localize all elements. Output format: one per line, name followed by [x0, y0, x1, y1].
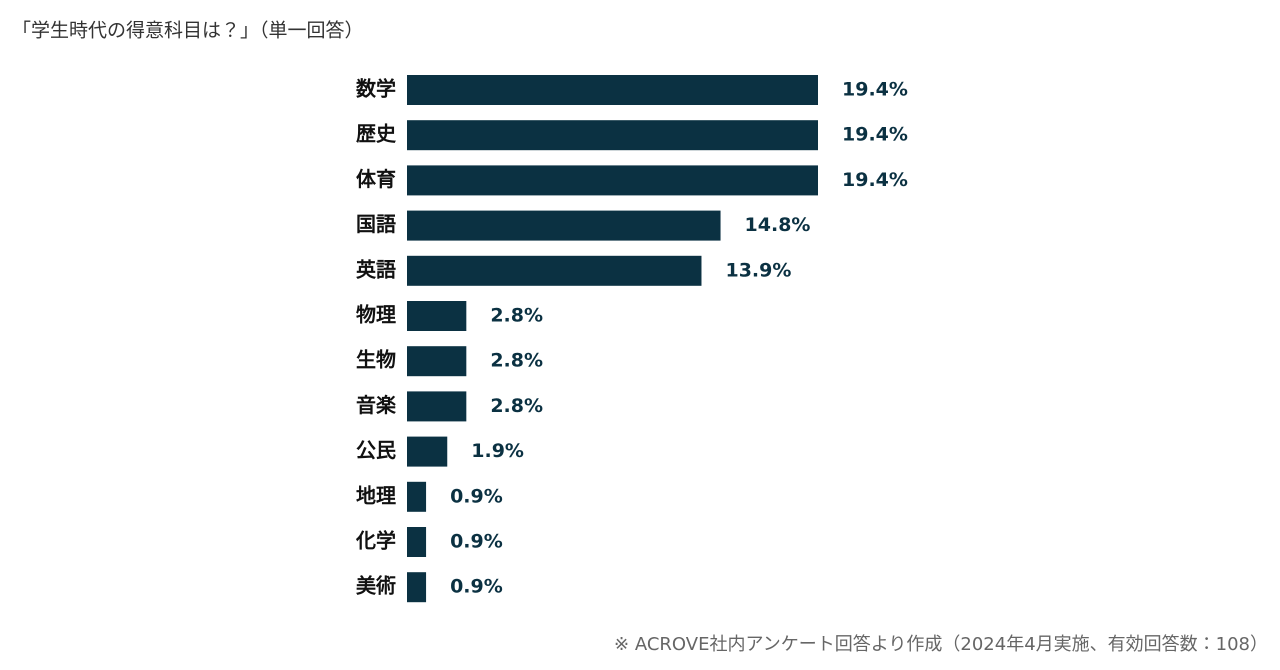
- bar: [407, 120, 818, 151]
- category-label: 国語: [356, 212, 396, 236]
- footnote: ※ ACROVE社内アンケート回答より作成（2024年4月実施、有効回答数：10…: [614, 634, 1268, 655]
- category-label: 生物: [356, 348, 396, 372]
- bar: [407, 481, 427, 512]
- category-label: 体育: [356, 167, 396, 191]
- value-label: 14.8%: [745, 214, 811, 236]
- bar: [407, 165, 818, 196]
- value-label: 0.9%: [450, 485, 503, 507]
- value-label: 13.9%: [725, 259, 791, 281]
- chart-title: 「学生時代の得意科目は？」（単一回答）: [12, 20, 364, 42]
- category-label: 公民: [356, 438, 396, 462]
- category-label: 美術: [356, 574, 396, 598]
- bar: [407, 210, 721, 241]
- value-label: 2.8%: [490, 395, 543, 417]
- bar: [407, 75, 818, 105]
- bar: [407, 572, 427, 603]
- value-label: 2.8%: [490, 350, 543, 372]
- category-label: 化学: [355, 529, 396, 553]
- bar: [407, 436, 448, 467]
- category-label: 音楽: [356, 393, 397, 417]
- value-label: 19.4%: [842, 79, 908, 101]
- category-label: 地理: [356, 483, 396, 507]
- value-label: 2.8%: [490, 305, 543, 327]
- value-label: 19.4%: [842, 169, 908, 191]
- category-label: 数学: [356, 77, 396, 101]
- value-label: 1.9%: [471, 440, 524, 462]
- value-label: 0.9%: [450, 576, 503, 598]
- bar: [407, 301, 467, 331]
- value-label: 0.9%: [450, 531, 503, 553]
- category-label: 英語: [356, 257, 396, 281]
- bar: [407, 527, 427, 557]
- bar: [407, 255, 702, 286]
- category-label: 歴史: [356, 122, 397, 146]
- bar: [407, 346, 467, 377]
- category-label: 物理: [356, 303, 396, 327]
- value-label: 19.4%: [842, 124, 908, 146]
- bar: [407, 391, 467, 422]
